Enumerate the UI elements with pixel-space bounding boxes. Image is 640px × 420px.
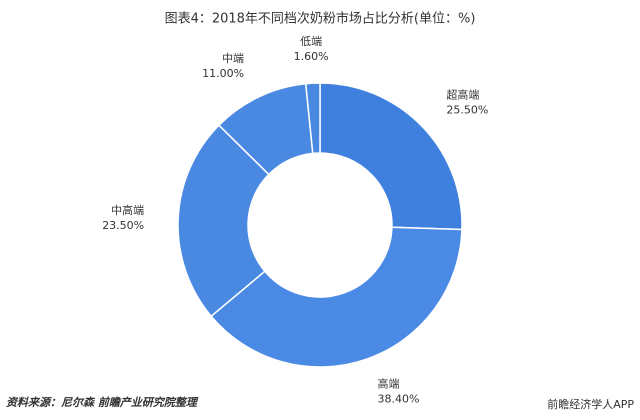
chart-title: 图表4：2018年不同档次奶粉市场占比分析(单位：%): [165, 11, 476, 27]
value-label: 25.50%: [446, 104, 488, 117]
plot: 超高端 25.50% 高端 38.40% 中高端 23.50% 中端 11.00% 低端 1.60…: [102, 35, 488, 405]
category-label: 高端: [378, 376, 400, 390]
value-label: 11.00%: [202, 67, 244, 80]
watermark: 前瞻经济学人APP: [547, 397, 634, 411]
value-label: 38.40%: [378, 392, 420, 405]
value-label: 23.50%: [102, 219, 144, 232]
value-label: 1.60%: [294, 50, 329, 63]
donut-segment: [177, 124, 270, 318]
category-label: 低端: [300, 35, 322, 48]
donut-segment: [210, 226, 463, 368]
source: 资料来源：尼尔森 前瞻产业研究院整理: [6, 396, 199, 409]
donut-segment: [319, 82, 463, 231]
donut-segment: [304, 82, 321, 155]
category-label: 超高端: [446, 88, 479, 102]
category-label: 中高端: [111, 203, 144, 217]
category-label: 中端: [222, 52, 244, 65]
